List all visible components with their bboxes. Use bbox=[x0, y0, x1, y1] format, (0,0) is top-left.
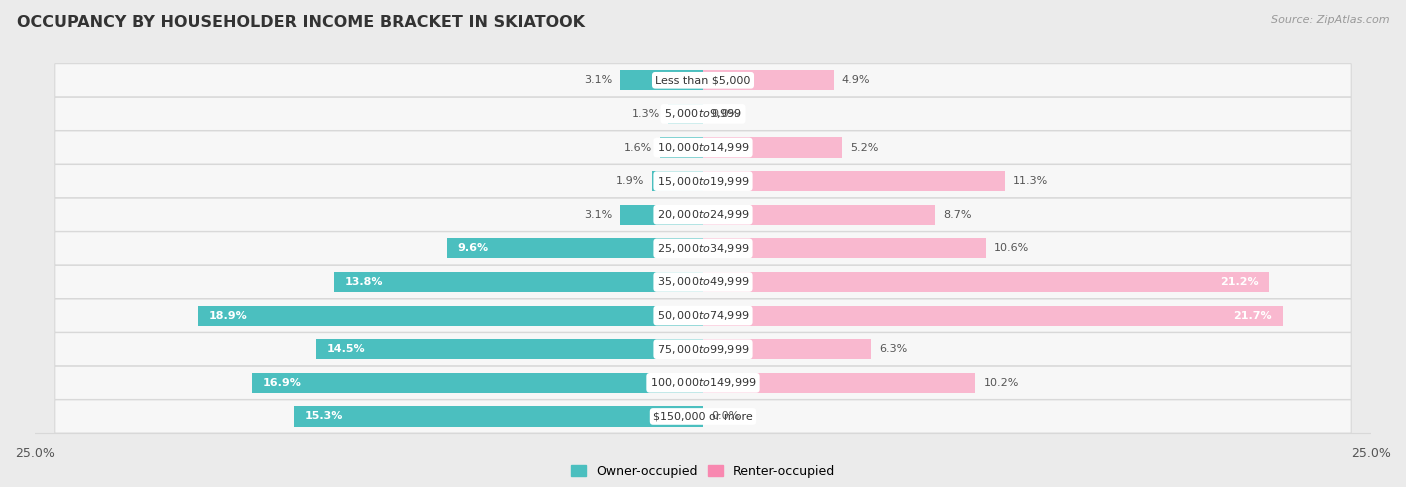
Text: 1.3%: 1.3% bbox=[633, 109, 661, 119]
Bar bbox=[668, 104, 703, 124]
FancyBboxPatch shape bbox=[55, 333, 1351, 366]
Bar bbox=[703, 272, 1270, 292]
Bar bbox=[703, 205, 935, 225]
Text: 15.3%: 15.3% bbox=[305, 412, 343, 421]
Text: 3.1%: 3.1% bbox=[583, 210, 612, 220]
Bar bbox=[294, 406, 703, 427]
Bar bbox=[703, 171, 1005, 191]
Text: 8.7%: 8.7% bbox=[943, 210, 972, 220]
Legend: Owner-occupied, Renter-occupied: Owner-occupied, Renter-occupied bbox=[571, 465, 835, 478]
Text: 1.6%: 1.6% bbox=[624, 143, 652, 152]
Bar bbox=[703, 339, 872, 359]
Bar bbox=[198, 305, 703, 326]
Text: Less than $5,000: Less than $5,000 bbox=[655, 75, 751, 85]
Text: Source: ZipAtlas.com: Source: ZipAtlas.com bbox=[1271, 15, 1389, 25]
Text: $150,000 or more: $150,000 or more bbox=[654, 412, 752, 421]
Bar bbox=[703, 305, 1282, 326]
Bar bbox=[703, 70, 834, 91]
Text: $15,000 to $19,999: $15,000 to $19,999 bbox=[657, 175, 749, 187]
Text: 5.2%: 5.2% bbox=[849, 143, 879, 152]
Text: $20,000 to $24,999: $20,000 to $24,999 bbox=[657, 208, 749, 221]
Bar bbox=[703, 238, 986, 259]
Text: $75,000 to $99,999: $75,000 to $99,999 bbox=[657, 343, 749, 356]
FancyBboxPatch shape bbox=[55, 366, 1351, 399]
Text: 9.6%: 9.6% bbox=[457, 244, 488, 253]
FancyBboxPatch shape bbox=[55, 64, 1351, 97]
Text: $35,000 to $49,999: $35,000 to $49,999 bbox=[657, 276, 749, 288]
Text: 6.3%: 6.3% bbox=[879, 344, 907, 354]
Bar bbox=[447, 238, 703, 259]
Text: 10.2%: 10.2% bbox=[983, 378, 1019, 388]
FancyBboxPatch shape bbox=[55, 97, 1351, 131]
Text: OCCUPANCY BY HOUSEHOLDER INCOME BRACKET IN SKIATOOK: OCCUPANCY BY HOUSEHOLDER INCOME BRACKET … bbox=[17, 15, 585, 30]
FancyBboxPatch shape bbox=[55, 265, 1351, 299]
Text: 0.0%: 0.0% bbox=[711, 109, 740, 119]
Bar bbox=[703, 373, 976, 393]
Bar bbox=[620, 205, 703, 225]
Bar bbox=[335, 272, 703, 292]
Text: $25,000 to $34,999: $25,000 to $34,999 bbox=[657, 242, 749, 255]
Text: $5,000 to $9,999: $5,000 to $9,999 bbox=[664, 108, 742, 120]
Text: 14.5%: 14.5% bbox=[326, 344, 366, 354]
FancyBboxPatch shape bbox=[55, 165, 1351, 198]
FancyBboxPatch shape bbox=[55, 131, 1351, 164]
Text: $100,000 to $149,999: $100,000 to $149,999 bbox=[650, 376, 756, 389]
FancyBboxPatch shape bbox=[55, 232, 1351, 265]
FancyBboxPatch shape bbox=[55, 299, 1351, 332]
Bar bbox=[620, 70, 703, 91]
Text: 11.3%: 11.3% bbox=[1012, 176, 1047, 186]
Text: $10,000 to $14,999: $10,000 to $14,999 bbox=[657, 141, 749, 154]
Text: 0.0%: 0.0% bbox=[711, 412, 740, 421]
Bar bbox=[252, 373, 703, 393]
Bar bbox=[652, 171, 703, 191]
Text: 1.9%: 1.9% bbox=[616, 176, 644, 186]
Text: $50,000 to $74,999: $50,000 to $74,999 bbox=[657, 309, 749, 322]
Text: 3.1%: 3.1% bbox=[583, 75, 612, 85]
Bar bbox=[703, 137, 842, 158]
Text: 4.9%: 4.9% bbox=[842, 75, 870, 85]
Text: 18.9%: 18.9% bbox=[208, 311, 247, 320]
Bar bbox=[661, 137, 703, 158]
Text: 16.9%: 16.9% bbox=[262, 378, 301, 388]
Text: 13.8%: 13.8% bbox=[344, 277, 384, 287]
Text: 21.7%: 21.7% bbox=[1233, 311, 1272, 320]
FancyBboxPatch shape bbox=[55, 400, 1351, 433]
Text: 10.6%: 10.6% bbox=[994, 244, 1029, 253]
Text: 21.2%: 21.2% bbox=[1220, 277, 1258, 287]
Bar bbox=[315, 339, 703, 359]
FancyBboxPatch shape bbox=[55, 198, 1351, 231]
